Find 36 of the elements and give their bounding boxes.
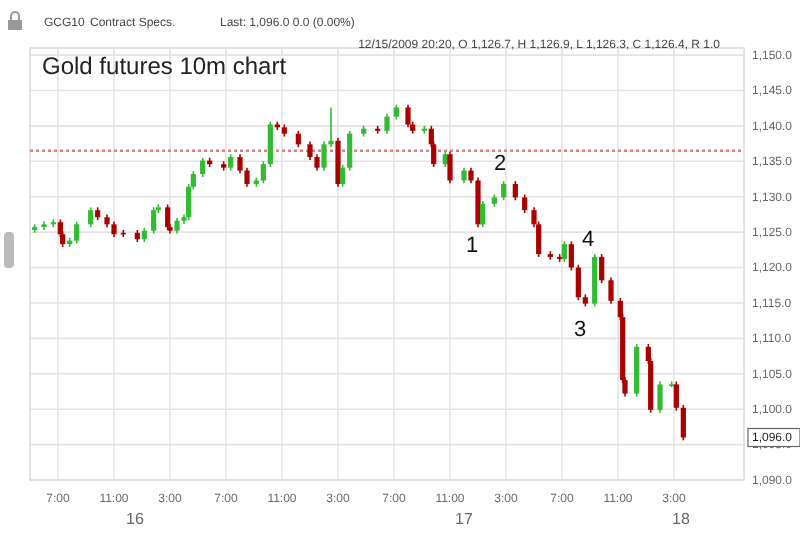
x2-tick-label: 17 <box>455 510 474 528</box>
candlestick <box>405 103 411 129</box>
candlestick <box>480 200 486 228</box>
x2-tick-label: 18 <box>672 510 691 528</box>
candlestick <box>267 120 273 168</box>
candlestick <box>512 180 518 202</box>
annotation: 1 <box>465 233 479 258</box>
candlestick <box>599 253 605 284</box>
annotation: 3 <box>573 317 587 342</box>
candlestick <box>608 276 614 305</box>
candlestick <box>151 206 157 235</box>
candlestick <box>568 240 574 272</box>
candlestick <box>634 343 640 398</box>
candlestick <box>673 380 679 412</box>
candlestick <box>680 404 686 442</box>
candlestick <box>384 113 390 135</box>
candlestick <box>260 160 266 185</box>
candlestick <box>501 180 507 202</box>
annotation: 4 <box>581 227 595 252</box>
candlestick <box>74 220 80 245</box>
candlestick <box>592 253 598 308</box>
candlestick <box>340 164 346 188</box>
candlestick <box>335 137 341 188</box>
chart-title: Gold futures 10m chart <box>42 52 288 80</box>
candlestick <box>200 156 206 178</box>
candlestick <box>561 240 567 263</box>
candlestick <box>575 263 581 301</box>
candlestick <box>447 150 453 185</box>
annotation: 2 <box>493 151 507 176</box>
candlestick <box>88 206 94 228</box>
candlestick <box>475 176 481 228</box>
candlestick <box>347 130 353 172</box>
candlestick <box>657 380 663 414</box>
candlestick <box>165 203 171 231</box>
x2-tick-label: 16 <box>126 510 145 528</box>
candlestick <box>522 193 528 214</box>
